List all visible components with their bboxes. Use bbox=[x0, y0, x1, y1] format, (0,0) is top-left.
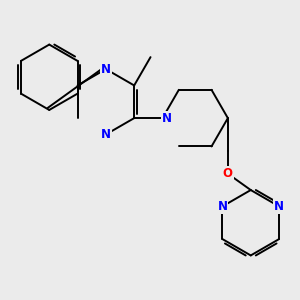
Text: O: O bbox=[223, 167, 233, 180]
Text: N: N bbox=[101, 63, 111, 76]
Text: N: N bbox=[101, 128, 111, 141]
Text: N: N bbox=[218, 200, 227, 213]
Text: N: N bbox=[162, 112, 172, 124]
Text: N: N bbox=[274, 200, 284, 213]
